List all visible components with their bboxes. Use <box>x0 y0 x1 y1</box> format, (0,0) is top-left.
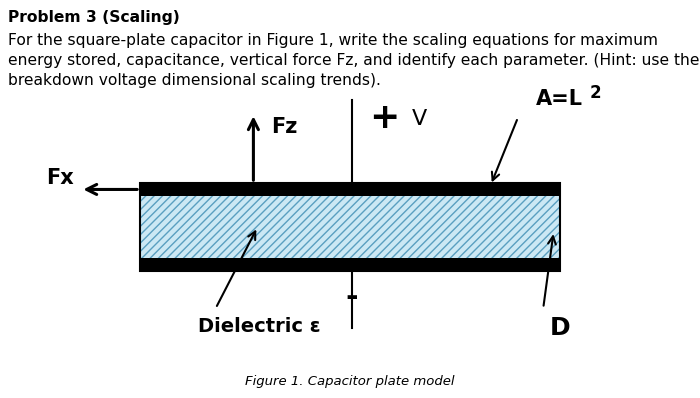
Bar <box>140 183 560 196</box>
Text: A=L: A=L <box>536 90 582 109</box>
Text: V: V <box>412 109 427 129</box>
Bar <box>140 183 560 271</box>
Bar <box>140 258 560 271</box>
Text: For the square-plate capacitor in Figure 1, write the scaling equations for maxi: For the square-plate capacitor in Figure… <box>8 33 700 88</box>
Text: Fz: Fz <box>271 117 298 137</box>
Text: Problem 3 (Scaling): Problem 3 (Scaling) <box>8 10 181 25</box>
Bar <box>140 183 560 271</box>
Text: D: D <box>550 316 570 339</box>
Text: 2: 2 <box>590 84 602 102</box>
Text: Figure 1. Capacitor plate model: Figure 1. Capacitor plate model <box>245 375 455 388</box>
Text: Dielectric ε: Dielectric ε <box>198 317 321 336</box>
Text: Fx: Fx <box>46 168 74 187</box>
Text: +: + <box>370 101 400 135</box>
Text: -: - <box>346 283 358 312</box>
